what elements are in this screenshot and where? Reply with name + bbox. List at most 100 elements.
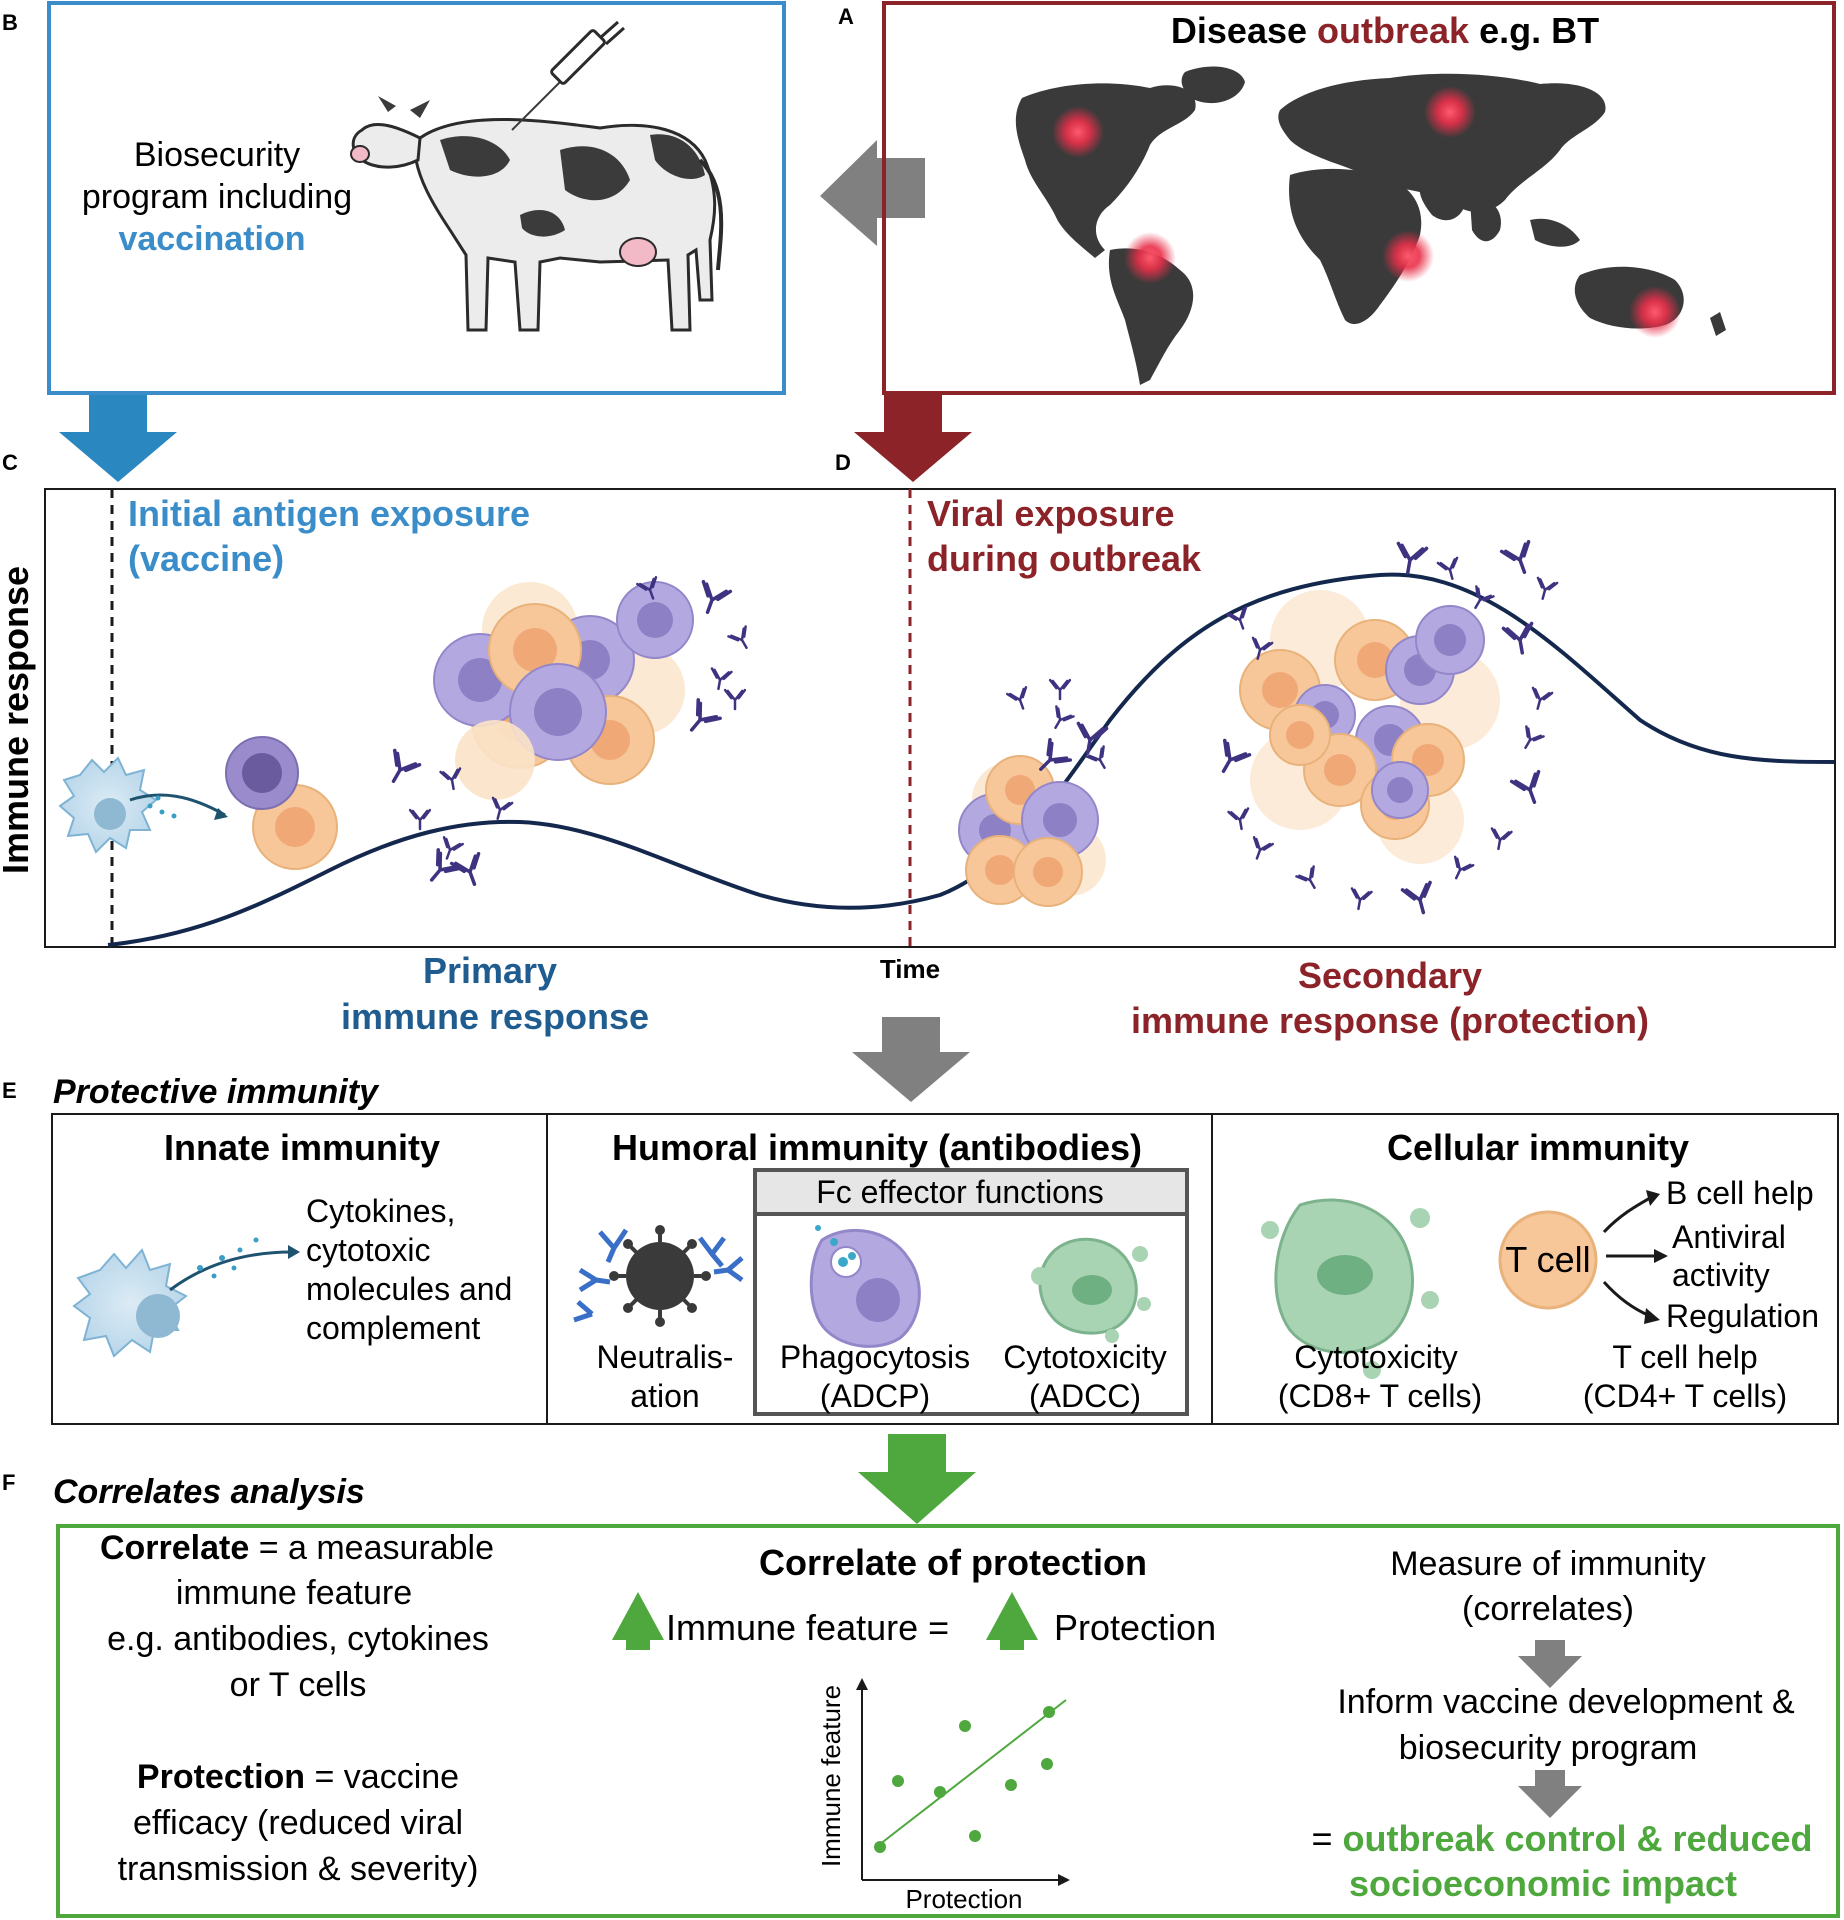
antibody-icon bbox=[1350, 887, 1373, 911]
outbreak-hotspots bbox=[1052, 86, 1681, 338]
plot-point bbox=[959, 1720, 971, 1732]
panel-f-frame bbox=[56, 1524, 1840, 1918]
panel-b-frame bbox=[47, 1, 786, 395]
antibody-icon bbox=[1006, 686, 1028, 710]
cell-cluster-d bbox=[958, 755, 1106, 907]
cd4-2: (CD4+ T cells) bbox=[1583, 1378, 1787, 1414]
innate-dendritic-cell bbox=[72, 1237, 300, 1358]
cop-title: Correlate of protection bbox=[759, 1542, 1147, 1583]
correlate-def-3: e.g. antibodies, cytokines bbox=[107, 1620, 489, 1658]
arrow-to-e bbox=[852, 1017, 970, 1102]
x-axis-time: Time bbox=[880, 954, 940, 984]
cell-cluster-secondary bbox=[1239, 590, 1500, 864]
arrow-inform-to-outcome bbox=[1518, 1770, 1582, 1818]
antibody-icon bbox=[1039, 738, 1072, 771]
antibody-icon bbox=[429, 848, 462, 882]
protection-bold: Protection bbox=[137, 1758, 305, 1796]
antibody-icon bbox=[1396, 541, 1429, 575]
panel-letter-a: A bbox=[838, 4, 854, 29]
antibody-icon bbox=[1474, 585, 1495, 610]
antibody-icon bbox=[449, 851, 481, 886]
neut-1: Neutralis- bbox=[597, 1339, 734, 1375]
cell-cluster-primary bbox=[433, 581, 694, 800]
cellular-title: Cellular immunity bbox=[1387, 1127, 1689, 1168]
plot-point bbox=[1043, 1706, 1055, 1718]
plot-point bbox=[874, 1841, 886, 1853]
antibody-icon bbox=[723, 688, 747, 711]
antibody-icon bbox=[727, 625, 748, 650]
outcome-eq: = bbox=[1311, 1818, 1342, 1859]
cop-eq-2: Protection bbox=[1054, 1607, 1216, 1648]
fc-box-header bbox=[753, 1168, 1189, 1216]
plot-point bbox=[934, 1786, 946, 1798]
humoral-title: Humoral immunity (antibodies) bbox=[612, 1127, 1142, 1168]
correlate-bold: Correlate bbox=[100, 1529, 249, 1567]
panel-a-title: Disease outbreak e.g. BT bbox=[1171, 10, 1599, 51]
innate-l1: Cytokines, bbox=[306, 1193, 455, 1229]
mini-scatter-plot bbox=[856, 1678, 1070, 1886]
measure-2: (correlates) bbox=[1462, 1590, 1634, 1628]
innate-l2: cytotoxic bbox=[306, 1232, 430, 1268]
outcome-1-text: outbreak control & reduced bbox=[1342, 1818, 1812, 1859]
inform-1: Inform vaccine development & bbox=[1337, 1683, 1795, 1721]
inform-2: biosecurity program bbox=[1399, 1729, 1698, 1767]
innate-l4: complement bbox=[306, 1310, 480, 1346]
phago-1: Phagocytosis bbox=[780, 1339, 970, 1375]
plot-point bbox=[892, 1775, 904, 1787]
phago-2: (ADCP) bbox=[820, 1378, 930, 1414]
protection-def-3: transmission & severity) bbox=[118, 1850, 479, 1888]
panel-letter-f: F bbox=[2, 1470, 15, 1495]
b-cell-help: B cell help bbox=[1666, 1175, 1814, 1211]
cd8-2: (CD8+ T cells) bbox=[1278, 1378, 1482, 1414]
antibody-icon bbox=[1085, 745, 1106, 770]
cop-eq-1: Immune feature = bbox=[666, 1607, 949, 1648]
phagocyte-cell bbox=[809, 1225, 921, 1348]
antibody-icon bbox=[1400, 880, 1432, 915]
panel-a-frame bbox=[882, 1, 1836, 395]
dendritic-cell-c bbox=[58, 756, 228, 854]
panel-f-heading: Correlates analysis bbox=[53, 1473, 365, 1511]
antibody-icon bbox=[1509, 769, 1541, 804]
up-arrow-protection bbox=[986, 1592, 1038, 1650]
correlate-def-2: immune feature bbox=[176, 1574, 412, 1612]
arrow-a-to-b bbox=[820, 140, 925, 246]
antibody-icon bbox=[1048, 678, 1072, 701]
antibody-layer bbox=[391, 539, 1559, 915]
antibody-icon bbox=[701, 579, 733, 614]
antibody-icon bbox=[689, 698, 722, 732]
adcc-1: Cytotoxicity bbox=[1003, 1339, 1167, 1375]
panel-a-title-2: outbreak bbox=[1317, 10, 1470, 51]
c-title-2: (vaccine) bbox=[128, 538, 284, 579]
antibody-icon bbox=[1251, 636, 1274, 660]
antibody-icon bbox=[636, 576, 658, 600]
world-map bbox=[1015, 66, 1726, 385]
primary-label-2: immune response bbox=[341, 996, 649, 1037]
antibody-icon bbox=[1436, 556, 1459, 580]
innate-title: Innate immunity bbox=[164, 1127, 440, 1168]
panel-e-frame bbox=[51, 1113, 1839, 1425]
c-title-1: Initial antigen exposure bbox=[128, 493, 530, 534]
panel-a-title-3: e.g. BT bbox=[1469, 10, 1599, 51]
innate-l3: molecules and bbox=[306, 1271, 512, 1307]
secondary-label-2: immune response (protection) bbox=[1131, 1000, 1649, 1041]
hotspot-north-america bbox=[1052, 106, 1104, 158]
antibody-icon bbox=[439, 767, 462, 791]
plot-point bbox=[1041, 1758, 1053, 1770]
regulation: Regulation bbox=[1666, 1298, 1819, 1334]
antibody-icon bbox=[408, 808, 432, 831]
panel-e-heading: Protective immunity bbox=[53, 1073, 380, 1111]
antibody-icon bbox=[1524, 725, 1545, 750]
arrow-a-to-d bbox=[854, 395, 972, 482]
d-title-1: Viral exposure bbox=[927, 493, 1174, 534]
cd8-t-cell bbox=[1261, 1198, 1439, 1379]
antibody-icon bbox=[1226, 606, 1248, 630]
correlate-def-4: or T cells bbox=[230, 1666, 367, 1704]
protection-def-1: Protection = vaccine bbox=[137, 1758, 459, 1796]
panel-letter-c: C bbox=[2, 450, 18, 475]
panel-letter-d: D bbox=[835, 450, 851, 475]
panel-b-line1: Biosecurity bbox=[134, 136, 300, 174]
arrow-to-f bbox=[858, 1434, 976, 1524]
panel-b-line2: program including bbox=[82, 178, 352, 216]
antibody-icon bbox=[1227, 807, 1250, 831]
measure-1: Measure of immunity bbox=[1390, 1545, 1706, 1583]
